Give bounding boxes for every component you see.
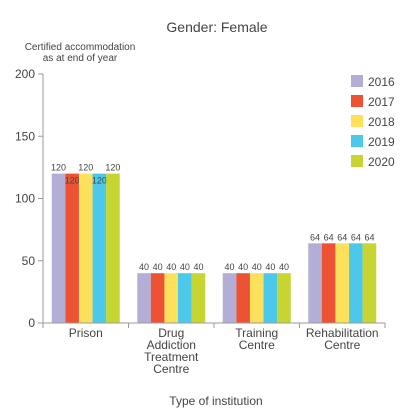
bar bbox=[178, 273, 192, 323]
category-label: Prison bbox=[69, 326, 103, 340]
legend-swatch bbox=[351, 155, 363, 167]
category-label: Addiction bbox=[147, 338, 196, 352]
bar-value-label: 64 bbox=[337, 232, 347, 242]
x-axis-label: Type of institution bbox=[169, 394, 262, 408]
y-axis-label-line-1: Certified accommodation bbox=[25, 42, 136, 53]
legend-swatch bbox=[351, 115, 363, 127]
bar-value-label: 120 bbox=[51, 163, 66, 173]
bar bbox=[362, 243, 377, 323]
y-tick-label: 50 bbox=[22, 254, 36, 268]
bar-value-label: 40 bbox=[180, 262, 190, 272]
bar bbox=[78, 173, 93, 323]
bar bbox=[321, 243, 336, 323]
bar-value-label: 120 bbox=[65, 176, 80, 186]
chart-title: Gender: Female bbox=[166, 19, 267, 35]
bar-value-label: 64 bbox=[324, 232, 334, 242]
bar-value-label: 40 bbox=[225, 262, 235, 272]
category-label: Centre bbox=[324, 338, 360, 352]
category-label: Treatment bbox=[144, 350, 199, 364]
bar-value-label: 64 bbox=[364, 232, 374, 242]
legend-label: 2017 bbox=[368, 95, 395, 109]
legend: 2016 2017 2018 2019 2020 bbox=[351, 75, 395, 169]
category-label: Rehabilitation bbox=[306, 326, 379, 340]
category-label: Drug bbox=[158, 326, 184, 340]
bar bbox=[106, 173, 120, 323]
y-tick-label: 150 bbox=[15, 129, 35, 143]
bar bbox=[191, 273, 206, 323]
bar bbox=[65, 173, 79, 323]
legend-label: 2018 bbox=[368, 115, 395, 129]
y-tick-label: 0 bbox=[28, 316, 35, 330]
legend-label: 2020 bbox=[368, 155, 395, 169]
bar-value-label: 40 bbox=[238, 262, 248, 272]
bar bbox=[308, 243, 322, 323]
y-tick-label: 200 bbox=[15, 67, 35, 81]
bar-value-label: 64 bbox=[351, 232, 361, 242]
category-label: Centre bbox=[239, 338, 275, 352]
y-tick-label: 100 bbox=[15, 192, 35, 206]
bar bbox=[92, 173, 107, 323]
bar bbox=[249, 273, 264, 323]
bar bbox=[277, 273, 291, 323]
legend-label: 2016 bbox=[368, 75, 395, 89]
legend-label: 2019 bbox=[368, 135, 395, 149]
bar-value-label: 120 bbox=[78, 163, 93, 173]
bar-value-label: 40 bbox=[193, 262, 203, 272]
bar-value-label: 40 bbox=[265, 262, 275, 272]
bar-value-label: 64 bbox=[310, 232, 320, 242]
legend-swatch bbox=[351, 75, 363, 87]
y-axis-label-line-2: as at end of year bbox=[43, 53, 118, 64]
category-label: Training bbox=[235, 326, 278, 340]
legend-swatch bbox=[351, 135, 363, 147]
bar-value-label: 40 bbox=[252, 262, 262, 272]
bar bbox=[349, 243, 363, 323]
bar bbox=[222, 273, 237, 323]
bar bbox=[51, 173, 66, 323]
category-label: Centre bbox=[153, 362, 189, 376]
bar-value-label: 40 bbox=[153, 262, 163, 272]
x-axis: Prison DrugAddictionTreatmentCentreTraini… bbox=[42, 322, 386, 376]
legend-swatch bbox=[351, 95, 363, 107]
bar bbox=[137, 273, 151, 323]
bar-value-label: 40 bbox=[279, 262, 289, 272]
bar-value-label: 120 bbox=[92, 176, 107, 186]
bar-value-label: 40 bbox=[166, 262, 176, 272]
bar-value-label: 40 bbox=[139, 262, 149, 272]
bar bbox=[236, 273, 250, 323]
bar-value-label: 120 bbox=[105, 163, 120, 173]
bar bbox=[335, 243, 350, 323]
bar bbox=[263, 273, 278, 323]
bar bbox=[150, 273, 165, 323]
bar bbox=[164, 273, 179, 323]
y-axis-ticks: 0 50 100 150 200 bbox=[15, 67, 44, 330]
